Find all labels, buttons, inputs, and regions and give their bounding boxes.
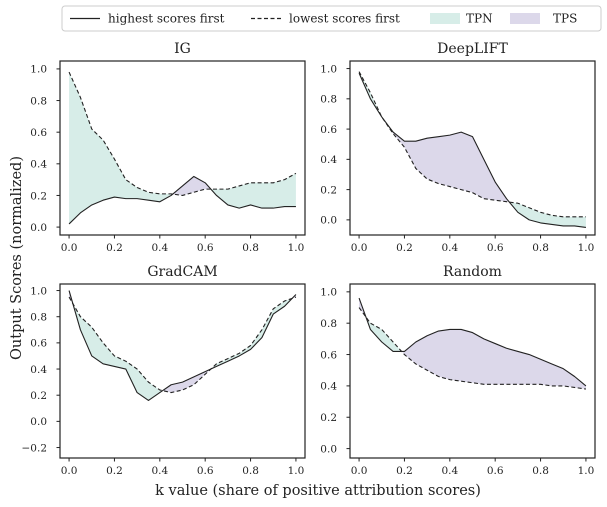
y-tick-label-ig-4: 0.8 <box>30 95 47 107</box>
y-tick-label-deeplift-5: 1.0 <box>320 63 337 75</box>
x-tick-label-deeplift-5: 1.0 <box>578 242 595 254</box>
series-line-lowest-deeplift <box>358 71 586 218</box>
x-tick-label-deeplift-0: 0.0 <box>351 242 368 254</box>
subplot-title-deeplift: DeepLIFT <box>437 41 508 57</box>
x-tick-label-random-5: 1.0 <box>578 465 595 477</box>
y-tick-label-deeplift-0: 0.0 <box>320 215 337 227</box>
y-tick-label-deeplift-3: 0.6 <box>320 124 337 136</box>
panel-gradcam: GradCAM 0.0 0.2 0.4 0.6 0.8 1.0 −0.2 0.0 0.2 0.4 0.… <box>22 264 306 477</box>
x-tick-label-deeplift-3: 0.6 <box>487 242 504 254</box>
x-tick-label-gradcam-0: 0.0 <box>61 465 78 477</box>
legend-patch-tps <box>510 13 540 24</box>
panel-deeplift: DeepLIFT 0.0 0.2 0.4 0.6 0.8 1.0 0.0 0.2 0.4 0.6 0.… <box>320 41 596 254</box>
x-axis-label: k value (share of positive attribution s… <box>155 483 481 499</box>
x-tick-label-random-2: 0.4 <box>441 465 458 477</box>
series-line-highest-random <box>358 297 587 387</box>
y-tick-label-random-1: 0.2 <box>320 412 337 424</box>
legend-label-lowest: lowest scores first <box>289 12 400 26</box>
plot-area-random <box>358 297 587 390</box>
plot-area-ig <box>68 71 297 225</box>
plot-area-gradcam <box>68 290 297 401</box>
legend-patch-tpn <box>430 13 460 24</box>
x-tick-label-gradcam-5: 1.0 <box>288 465 305 477</box>
tpn-area-ig-1 <box>210 173 296 209</box>
legend: highest scores first lowest scores first… <box>61 5 602 32</box>
legend-frame <box>61 5 602 32</box>
plot-area-deeplift <box>358 71 587 228</box>
y-axis-label: Output Scores (normalized) <box>9 156 25 360</box>
subplot-title-gradcam: GradCAM <box>147 264 217 280</box>
legend-label-tps: TPS <box>553 12 577 26</box>
x-tick-label-deeplift-4: 0.8 <box>532 242 549 254</box>
x-tick-label-random-3: 0.6 <box>487 465 504 477</box>
legend-label-tpn: TPN <box>466 12 493 26</box>
x-tick-label-ig-3: 0.6 <box>197 242 214 254</box>
y-tick-label-ig-3: 0.6 <box>30 127 47 139</box>
y-tick-label-gradcam-0: −0.2 <box>22 442 48 454</box>
x-tick-label-random-0: 0.0 <box>351 465 368 477</box>
series-line-lowest-random <box>358 307 587 390</box>
x-tick-label-gradcam-4: 0.8 <box>242 465 259 477</box>
y-tick-label-random-5: 1.0 <box>320 287 337 299</box>
y-tick-label-random-3: 0.6 <box>320 349 337 361</box>
y-tick-label-gradcam-1: 0.0 <box>30 416 47 428</box>
x-tick-label-random-1: 0.2 <box>396 465 413 477</box>
subplot-title-random: Random <box>443 264 502 280</box>
y-tick-label-gradcam-2: 0.2 <box>30 390 47 402</box>
x-tick-label-ig-0: 0.0 <box>61 242 78 254</box>
y-tick-label-ig-5: 1.0 <box>30 64 47 76</box>
x-tick-label-ig-4: 0.8 <box>242 242 259 254</box>
x-tick-label-deeplift-2: 0.4 <box>441 242 458 254</box>
y-tick-label-random-4: 0.8 <box>320 318 337 330</box>
y-tick-label-deeplift-1: 0.2 <box>320 184 337 196</box>
axes-frame-gradcam <box>59 283 306 459</box>
x-tick-label-gradcam-3: 0.6 <box>197 465 214 477</box>
y-tick-label-gradcam-5: 0.8 <box>30 312 47 324</box>
x-tick-label-random-4: 0.8 <box>532 465 549 477</box>
y-tick-label-random-0: 0.0 <box>320 443 337 455</box>
tps-area-ig-0 <box>172 176 211 196</box>
panels: IG0.0 0.2 0.4 0.6 0.8 1.00.00.20.40.60.81.0De… <box>22 41 596 477</box>
subplot-title-ig: IG <box>174 41 191 57</box>
x-tick-label-deeplift-1: 0.2 <box>396 242 413 254</box>
series-line-lowest-ig <box>68 71 297 196</box>
tps-area-deeplift-0 <box>381 116 510 203</box>
y-tick-label-gradcam-4: 0.6 <box>30 338 47 350</box>
x-tick-label-gradcam-2: 0.4 <box>151 465 168 477</box>
y-tick-label-ig-1: 0.2 <box>30 190 47 202</box>
y-tick-label-ig-2: 0.4 <box>30 159 47 171</box>
series-line-highest-deeplift <box>358 72 587 228</box>
y-tick-label-gradcam-6: 1.0 <box>30 285 47 297</box>
legend-label-highest: highest scores first <box>108 12 225 26</box>
tps-area-random-1 <box>401 329 586 390</box>
y-tick-label-deeplift-4: 0.8 <box>320 94 337 106</box>
y-tick-label-ig-0: 0.0 <box>30 222 47 234</box>
x-tick-label-ig-2: 0.4 <box>151 242 168 254</box>
tpn-area-deeplift-0 <box>359 71 382 117</box>
x-tick-label-ig-1: 0.2 <box>106 242 123 254</box>
axes-frame-random <box>349 283 596 459</box>
axes-frame-ig <box>59 60 306 236</box>
y-tick-label-gradcam-3: 0.4 <box>30 364 47 376</box>
x-tick-label-ig-5: 1.0 <box>288 242 305 254</box>
x-tick-label-gradcam-1: 0.2 <box>106 465 123 477</box>
series-line-lowest-gradcam <box>68 296 297 394</box>
y-tick-label-deeplift-2: 0.4 <box>320 154 337 166</box>
series-line-highest-gradcam <box>68 290 297 401</box>
panel-ig: IG 0.0 0.2 0.4 0.6 0.8 1.0 0.0 0.2 0.4 0.6 0.8 1.0 <box>30 41 306 254</box>
tpn-area-random-0 <box>365 316 402 352</box>
y-tick-label-random-2: 0.4 <box>320 381 337 393</box>
panel-random: Random 0.0 0.2 0.4 0.6 0.8 1.0 0.0 0.2 0.4 0.6 0.8 1… <box>320 264 596 477</box>
tpn-area-gradcam-0 <box>72 303 163 401</box>
series-line-highest-ig <box>68 175 296 225</box>
tpn-area-ig-0 <box>69 72 173 224</box>
axes-frame-deeplift <box>349 60 596 236</box>
